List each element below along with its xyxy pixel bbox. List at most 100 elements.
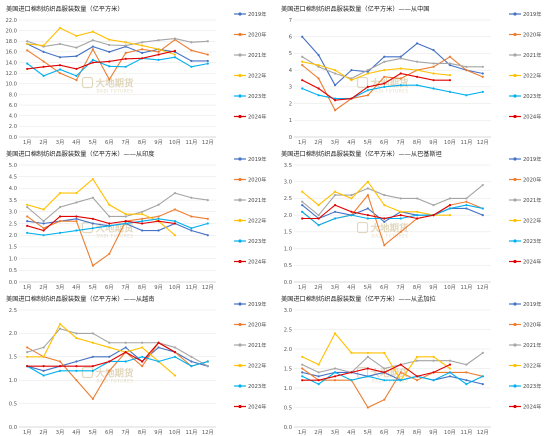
legend-item-2023年: 2023年 bbox=[509, 237, 541, 245]
data-point-2022年 bbox=[42, 208, 45, 211]
data-point-2021年 bbox=[26, 40, 29, 43]
data-point-2021年 bbox=[317, 214, 320, 217]
x-tick-label: 12月 bbox=[202, 139, 214, 145]
x-tick-label: 11月 bbox=[185, 139, 197, 145]
y-tick-label: 2.5 bbox=[284, 327, 292, 333]
data-point-2020年 bbox=[301, 64, 304, 67]
data-point-2023年 bbox=[42, 234, 45, 237]
data-point-2024年 bbox=[317, 87, 320, 90]
data-point-2023年 bbox=[317, 224, 320, 227]
data-point-2024年 bbox=[333, 99, 337, 102]
data-point-2021年 bbox=[173, 191, 177, 195]
data-point-2023年 bbox=[157, 217, 160, 220]
data-point-2021年 bbox=[91, 196, 94, 199]
legend-swatch-marker bbox=[238, 218, 242, 223]
x-tick-label: 3月 bbox=[56, 284, 65, 290]
legend-label: 2021年 bbox=[248, 341, 266, 349]
data-point-2023年 bbox=[465, 383, 468, 386]
data-point-2024年 bbox=[141, 360, 144, 363]
data-point-2021年 bbox=[108, 215, 111, 218]
data-point-2021年 bbox=[108, 341, 111, 344]
data-point-2021年 bbox=[26, 206, 29, 209]
data-point-2022年 bbox=[26, 42, 29, 46]
data-point-2022年 bbox=[157, 48, 160, 51]
data-point-2024年 bbox=[124, 220, 127, 223]
data-point-2023年 bbox=[42, 74, 45, 77]
data-point-2021年 bbox=[366, 69, 369, 72]
data-point-2021年 bbox=[42, 346, 45, 349]
data-point-2023年 bbox=[333, 371, 337, 374]
data-point-2024年 bbox=[75, 365, 78, 368]
y-tick-label: 6 bbox=[289, 35, 292, 41]
data-point-2021年 bbox=[350, 77, 353, 80]
data-point-2023年 bbox=[190, 227, 193, 230]
chart-title: 美国进口棉制纺织品服装数量（亿平方米）——从印度 bbox=[6, 150, 155, 158]
data-point-2024年 bbox=[91, 365, 94, 368]
data-point-2024年 bbox=[448, 79, 452, 82]
data-point-2019年 bbox=[432, 48, 435, 52]
y-tick-label: 3.0 bbox=[284, 308, 292, 314]
legend-swatch-marker bbox=[513, 114, 517, 119]
y-tick-label: 8.0 bbox=[9, 92, 17, 98]
watermark-sub: DADI FUTURES bbox=[97, 234, 134, 239]
data-point-2024年 bbox=[301, 217, 304, 220]
data-point-2020年 bbox=[108, 78, 111, 81]
series-line-2019年 bbox=[301, 36, 483, 87]
data-point-2020年 bbox=[399, 371, 402, 374]
data-point-2020年 bbox=[91, 264, 94, 267]
data-point-2020年 bbox=[465, 200, 468, 203]
x-tick-label: 12月 bbox=[202, 284, 214, 290]
data-point-2022年 bbox=[333, 332, 337, 335]
data-point-2022年 bbox=[366, 72, 369, 75]
data-point-2021年 bbox=[141, 41, 144, 44]
data-point-2021年 bbox=[157, 39, 160, 42]
x-tick-label: 3月 bbox=[331, 429, 340, 435]
data-point-2019年 bbox=[366, 207, 369, 210]
legend-swatch-marker bbox=[238, 239, 242, 243]
data-point-2021年 bbox=[465, 65, 468, 68]
data-point-2021年 bbox=[124, 44, 127, 47]
data-point-2024年 bbox=[26, 67, 29, 71]
data-point-2023年 bbox=[448, 207, 452, 210]
legend-item-2022年: 2022年 bbox=[234, 361, 266, 369]
legend-swatch-marker bbox=[238, 404, 242, 409]
watermark-sub: DADI FUTURES bbox=[372, 89, 409, 94]
data-point-2022年 bbox=[399, 67, 402, 70]
data-point-2021年 bbox=[58, 42, 62, 46]
x-tick-label: 5月 bbox=[89, 429, 98, 435]
data-point-2021年 bbox=[91, 332, 94, 335]
data-point-2024年 bbox=[366, 367, 369, 370]
data-point-2023年 bbox=[317, 383, 320, 386]
legend-item-2020年: 2020年 bbox=[509, 30, 541, 38]
data-point-2020年 bbox=[465, 69, 468, 72]
data-point-2024年 bbox=[448, 204, 452, 207]
data-point-2021年 bbox=[26, 351, 29, 354]
series-line-2024年 bbox=[27, 215, 176, 232]
data-point-2022年 bbox=[141, 346, 144, 349]
legend-label: 2023年 bbox=[248, 237, 266, 245]
data-point-2022年 bbox=[432, 72, 435, 75]
data-point-2023年 bbox=[301, 210, 304, 213]
chart-panel-6: 美国进口棉制纺织品服装数量（亿平方米）——从孟加拉 0.0 0.5 1.0 1.5 2.0… bbox=[275, 290, 550, 435]
data-point-2019年 bbox=[317, 375, 320, 378]
data-point-2022年 bbox=[301, 190, 304, 193]
x-tick-label: 3月 bbox=[331, 284, 340, 290]
x-tick-label: 3月 bbox=[331, 139, 340, 145]
data-point-2024年 bbox=[58, 215, 62, 218]
data-point-2023年 bbox=[58, 68, 62, 71]
data-point-2021年 bbox=[190, 355, 193, 358]
data-point-2020年 bbox=[58, 360, 62, 363]
data-point-2024年 bbox=[366, 214, 369, 217]
legend-item-2024年: 2024年 bbox=[234, 402, 266, 410]
legend-item-2020年: 2020年 bbox=[509, 320, 541, 328]
data-point-2024年 bbox=[42, 65, 45, 68]
x-tick-label: 1月 bbox=[298, 284, 307, 290]
data-point-2020年 bbox=[141, 48, 144, 51]
data-point-2020年 bbox=[383, 244, 386, 247]
series-line-2019年 bbox=[27, 346, 208, 372]
data-point-2019年 bbox=[301, 204, 304, 207]
data-point-2023年 bbox=[416, 84, 419, 87]
data-point-2023年 bbox=[91, 58, 94, 61]
x-tick-label: 7月 bbox=[121, 139, 130, 145]
